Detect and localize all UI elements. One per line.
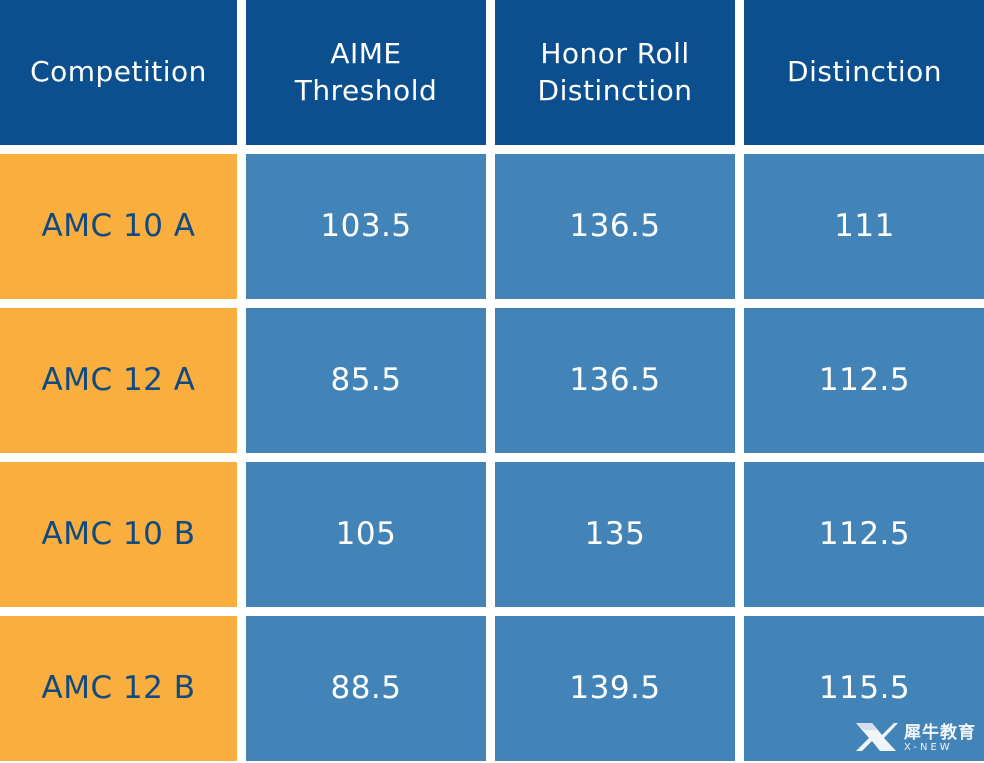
- aime-threshold-value: 88.5: [246, 616, 486, 761]
- distinction-value: 112.5: [744, 462, 984, 607]
- row-label: AMC 12 A: [0, 308, 237, 453]
- brand-name-en: X-NEW: [904, 741, 953, 753]
- honor-roll-value: 135: [495, 462, 735, 607]
- brand-name-cn: 犀牛教育: [904, 722, 976, 743]
- row-label: AMC 10 B: [0, 462, 237, 607]
- aime-threshold-value: 103.5: [246, 154, 486, 299]
- aime-threshold-value: 105: [246, 462, 486, 607]
- honor-roll-value: 136.5: [495, 154, 735, 299]
- header-distinction: Distinction: [744, 0, 984, 145]
- x-logo-icon: [854, 721, 900, 757]
- honor-roll-value: 139.5: [495, 616, 735, 761]
- header-aime-threshold: AIME Threshold: [246, 0, 486, 145]
- row-label: AMC 12 B: [0, 616, 237, 761]
- distinction-value: 111: [744, 154, 984, 299]
- header-competition: Competition: [0, 0, 237, 145]
- header-honor-roll-distinction: Honor Roll Distinction: [495, 0, 735, 145]
- distinction-value: 112.5: [744, 308, 984, 453]
- distinction-value: 115.5: [744, 616, 984, 761]
- brand-watermark: 犀牛教育 X-NEW: [854, 721, 976, 757]
- honor-roll-value: 136.5: [495, 308, 735, 453]
- aime-threshold-value: 85.5: [246, 308, 486, 453]
- row-label: AMC 10 A: [0, 154, 237, 299]
